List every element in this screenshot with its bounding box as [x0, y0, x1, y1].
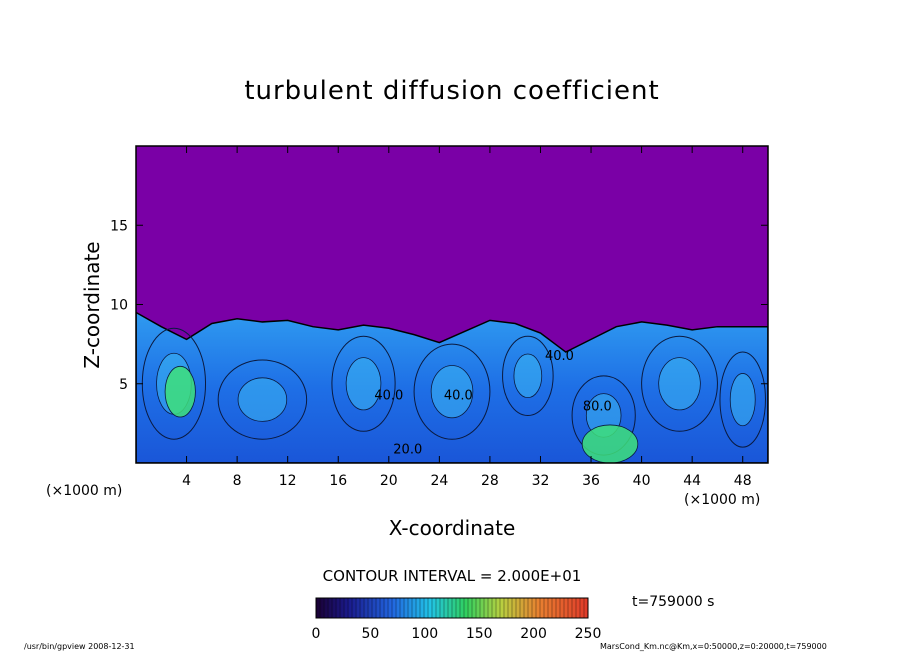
x-axis-label: X-coordinate [388, 516, 516, 540]
eddy-core [430, 365, 474, 419]
x-tick-label: 8 [233, 473, 242, 489]
colorbar-tick-label: 150 [466, 626, 493, 642]
x-tick-label: 16 [329, 473, 347, 489]
colorbar-tick-label: 0 [312, 626, 321, 642]
x-tick-label: 4 [182, 473, 191, 489]
colorbar-stripes [319, 598, 585, 618]
x-tick-label: 48 [734, 473, 752, 489]
eddy-core [513, 353, 543, 399]
eddy-core [729, 373, 756, 427]
x-tick-label: 20 [380, 473, 398, 489]
footer-right: MarsCond_Km.nc@Km,x=0:50000,z=0:20000,t=… [600, 642, 827, 651]
high-diffusion-patch [164, 365, 196, 418]
high-diffusion-patch [581, 424, 639, 463]
x-tick-label: 40 [633, 473, 651, 489]
contour-value-label: 80.0 [583, 400, 612, 415]
x-axis-unit-left: (×1000 m) [46, 483, 123, 499]
x-tick-label: 24 [430, 473, 448, 489]
contour-value-label: 40.0 [444, 389, 473, 404]
x-tick-label: 28 [481, 473, 499, 489]
field-layer: 40.0 40.0 20.0 40.0 80.0 [136, 311, 768, 463]
time-label: t=759000 s [632, 594, 715, 610]
x-tick-label: 12 [279, 473, 297, 489]
y-tick-label: 5 [119, 377, 128, 393]
contour-value-label: 40.0 [374, 389, 403, 404]
colorbar-tick-label: 250 [575, 626, 602, 642]
x-tick-label: 44 [683, 473, 701, 489]
x-axis-unit-right: (×1000 m) [684, 492, 761, 508]
y-tick-label: 15 [110, 218, 128, 234]
y-tick-label: 10 [110, 298, 128, 314]
eddy-contour [502, 335, 554, 416]
colorbar-labels: 0 50 100 150 200 250 [312, 626, 602, 642]
eddy-contour [641, 335, 718, 432]
eddy-contour [719, 351, 766, 448]
colorbar-tick-label: 100 [411, 626, 438, 642]
footer-left: /usr/bin/gpview 2008-12-31 [24, 642, 135, 651]
colorbar-tick-label: 200 [520, 626, 547, 642]
x-tick-label: 32 [532, 473, 550, 489]
eddy-contour [217, 359, 308, 440]
contour-value-label: 40.0 [545, 349, 574, 364]
eddy-core [237, 377, 288, 422]
eddy-core [345, 357, 382, 411]
eddy-contour [331, 335, 396, 432]
colorbar-tick-label: 50 [361, 626, 379, 642]
eddy-core [658, 357, 701, 411]
contour-interval-label: CONTOUR INTERVAL = 2.000E+01 [322, 567, 582, 585]
contour-value-label: 20.0 [393, 442, 422, 457]
x-tick-label: 36 [582, 473, 600, 489]
eddy-contour [413, 343, 491, 440]
chart-title: turbulent diffusion coefficient [244, 76, 660, 106]
